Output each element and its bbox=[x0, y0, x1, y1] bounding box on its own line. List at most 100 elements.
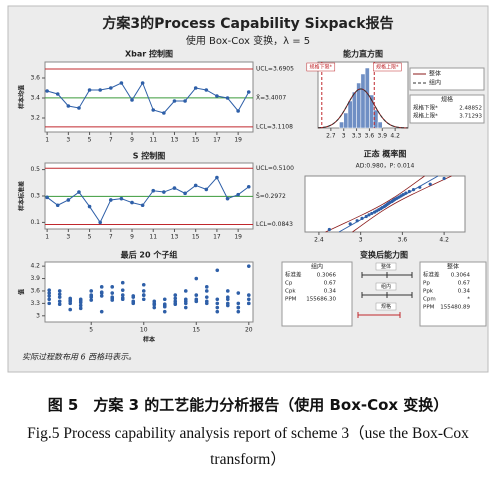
stats-box bbox=[281, 261, 353, 327]
stats-label: 标准差 bbox=[423, 271, 440, 279]
control-limit-label: LCL=3.1108 bbox=[256, 123, 293, 130]
data-point bbox=[204, 289, 209, 293]
data-point bbox=[204, 285, 209, 289]
data-point bbox=[215, 297, 220, 302]
data-point bbox=[172, 186, 177, 190]
y-axis-label: 值 bbox=[18, 289, 26, 295]
data-point bbox=[162, 304, 167, 309]
data-point bbox=[47, 297, 52, 302]
data-point bbox=[68, 307, 73, 312]
data-point bbox=[98, 220, 102, 225]
stats-box bbox=[419, 261, 487, 327]
caption-en: Fig.5 Process capability analysis report… bbox=[27, 425, 469, 468]
data-point bbox=[194, 299, 199, 304]
data-point bbox=[225, 303, 230, 308]
x-tick-label: 1 bbox=[45, 234, 49, 241]
data-point bbox=[131, 300, 136, 305]
x-tick-label: 5 bbox=[88, 234, 92, 241]
sixpack-figure: 方案3的Process Capability Sixpack报告 使用 Box-… bbox=[7, 5, 489, 373]
stats-value: * bbox=[467, 297, 470, 303]
data-point bbox=[68, 299, 73, 304]
interval-label: 组内 bbox=[381, 283, 391, 290]
data-point bbox=[57, 289, 62, 293]
data-point bbox=[77, 190, 81, 194]
x-tick-label: 3.9 bbox=[378, 133, 388, 140]
x-tick-label: 4.2 bbox=[390, 133, 400, 140]
control-limit-label: S̄=0.2972 bbox=[256, 193, 286, 200]
data-point bbox=[236, 291, 241, 295]
data-point bbox=[78, 303, 83, 308]
data-point bbox=[225, 96, 230, 100]
chart-title: 最后 20 个子组 bbox=[121, 250, 178, 260]
legend-box bbox=[409, 67, 485, 91]
data-point bbox=[162, 111, 166, 115]
spec-row-value: 2.48852 bbox=[459, 106, 482, 112]
data-point bbox=[162, 302, 167, 307]
y-tick-label: 3.4 bbox=[30, 95, 40, 102]
data-point bbox=[141, 289, 146, 293]
stats-label: PPM bbox=[285, 297, 297, 303]
data-point bbox=[236, 305, 241, 310]
data-point bbox=[130, 98, 134, 102]
data-point bbox=[183, 191, 187, 196]
data-point bbox=[120, 296, 125, 300]
data-point bbox=[411, 188, 416, 192]
data-point bbox=[87, 204, 92, 209]
y-tick-label: 0.5 bbox=[30, 166, 40, 173]
data-point bbox=[183, 299, 188, 304]
data-point bbox=[152, 302, 157, 307]
data-point bbox=[119, 81, 124, 85]
x-tick-label: 17 bbox=[213, 137, 221, 144]
control-limit-label: UCL=0.5100 bbox=[256, 165, 294, 172]
data-point bbox=[130, 200, 134, 205]
x-tick-label: 17 bbox=[213, 234, 221, 241]
interval-label-box bbox=[375, 282, 397, 291]
x-tick-label: 3.6 bbox=[398, 237, 408, 244]
x-tick-label: 3 bbox=[359, 237, 363, 244]
stats-label: Cpm bbox=[423, 297, 436, 303]
data-point bbox=[99, 290, 104, 295]
y-tick-label: 3.9 bbox=[30, 275, 40, 282]
data-point bbox=[57, 299, 62, 304]
data-point bbox=[99, 294, 104, 298]
stats-value: 0.34 bbox=[324, 289, 337, 295]
x-tick-label: 19 bbox=[234, 234, 242, 241]
data-point bbox=[360, 216, 364, 220]
data-point bbox=[151, 108, 156, 112]
data-point bbox=[78, 299, 83, 303]
histogram-bar bbox=[339, 121, 344, 129]
interval-label-box bbox=[375, 262, 397, 271]
data-point bbox=[47, 288, 52, 292]
spec-label-box bbox=[306, 62, 336, 72]
spec-row-label: 规格下限* bbox=[413, 104, 438, 112]
spec-box bbox=[409, 94, 485, 124]
y-tick-label: 3.3 bbox=[30, 300, 40, 307]
stats-label: 标准差 bbox=[285, 271, 302, 279]
stats-label: Ppk bbox=[423, 289, 434, 295]
stats-value: 0.67 bbox=[324, 281, 337, 287]
data-point bbox=[57, 295, 62, 299]
data-point bbox=[183, 289, 188, 293]
data-point bbox=[246, 264, 251, 268]
confidence-band bbox=[352, 175, 452, 233]
chart-title: S 控制图 bbox=[133, 151, 166, 161]
data-point bbox=[236, 309, 241, 314]
x-tick-label: 15 bbox=[192, 234, 200, 241]
data-point bbox=[364, 214, 368, 219]
data-point bbox=[173, 302, 178, 307]
data-point bbox=[204, 187, 209, 192]
x-tick-label: 10 bbox=[140, 327, 148, 334]
data-point bbox=[246, 301, 251, 306]
data-point bbox=[215, 305, 220, 310]
data-point bbox=[45, 89, 49, 93]
data-point bbox=[47, 291, 52, 295]
figure-subtitle: 使用 Box-Cox 变换，λ = 5 bbox=[186, 34, 310, 47]
data-point bbox=[193, 183, 198, 188]
data-point bbox=[108, 198, 113, 202]
data-point bbox=[407, 189, 411, 194]
x-axis-label: 样本 bbox=[143, 336, 156, 344]
data-point bbox=[246, 90, 251, 94]
x-tick-label: 3 bbox=[342, 133, 346, 140]
x-tick-label: 7 bbox=[109, 234, 113, 241]
interval-label-box bbox=[375, 302, 397, 311]
